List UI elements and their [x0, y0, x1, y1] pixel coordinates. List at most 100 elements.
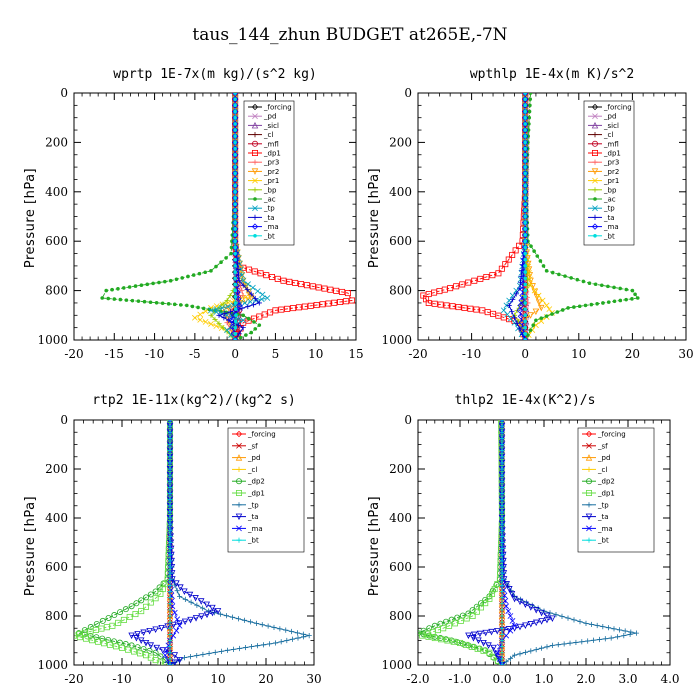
- series-marker-dp1: [465, 279, 472, 286]
- series-marker-ta: [197, 598, 205, 605]
- series-marker-ma: [176, 622, 183, 629]
- series-marker-bt: [523, 140, 527, 145]
- series-marker-dp1: [477, 604, 484, 611]
- legend-label: _forcing: [603, 104, 632, 112]
- series-marker-ma: [231, 151, 239, 158]
- series-marker-bt: [233, 183, 237, 188]
- series-marker-bt: [523, 214, 527, 219]
- series-marker-ta: [187, 616, 194, 624]
- series-marker-ac: [528, 103, 532, 108]
- series-marker-ac: [197, 271, 202, 276]
- series-marker-dp2: [99, 635, 106, 642]
- legend-marker: [592, 132, 598, 138]
- series-marker-ac: [601, 301, 605, 305]
- series-marker-bt: [167, 527, 173, 533]
- legend-label: _pr2: [603, 168, 619, 176]
- series-marker-ma: [507, 627, 514, 634]
- y-tick-label: 800: [45, 284, 68, 298]
- series-marker-dp1: [132, 611, 139, 618]
- x-tick-label: 15: [348, 347, 363, 361]
- legend-marker: [586, 525, 592, 532]
- legend-label: _pr3: [603, 159, 619, 167]
- series-line-ta: [130, 420, 220, 665]
- legend-marker: [592, 214, 598, 220]
- series-marker-ma: [494, 649, 501, 656]
- series-marker-tp: [565, 615, 571, 621]
- legend-marker: [251, 121, 259, 129]
- series-marker-ac: [527, 109, 532, 114]
- series-marker-dp1: [483, 274, 490, 281]
- series-marker-bt: [499, 595, 505, 601]
- y-tick-label: 600: [389, 234, 412, 248]
- series-marker-ta: [176, 620, 183, 627]
- series-marker-bt: [523, 270, 527, 274]
- series-marker-ma: [519, 286, 526, 293]
- series-marker-ta: [485, 642, 492, 649]
- series-marker-ta: [209, 609, 216, 617]
- series-marker-bt: [167, 662, 173, 665]
- series-marker-bt: [523, 239, 527, 243]
- series-marker-bt: [233, 152, 237, 157]
- series-marker-ac: [163, 279, 167, 284]
- legend-label: _ta: [263, 214, 275, 222]
- legend-marker: [236, 502, 242, 508]
- series-marker-ta: [543, 612, 551, 620]
- series-marker-dp1: [447, 285, 454, 292]
- series-marker-pr1: [197, 316, 204, 323]
- series-marker-dp1: [119, 644, 126, 651]
- series-marker-pr3: [237, 283, 244, 289]
- legend-label: _dp1: [247, 490, 265, 498]
- series-marker-tp: [503, 302, 510, 309]
- series-marker-tp: [621, 633, 627, 639]
- series-marker-dp2: [431, 622, 438, 629]
- series-marker-dp1: [325, 300, 332, 307]
- x-tick-label: -10: [462, 347, 481, 361]
- series-marker-ta: [250, 302, 257, 308]
- series-marker-bt: [499, 558, 505, 564]
- series-marker-ta: [192, 615, 200, 622]
- series-marker-tp: [294, 630, 301, 636]
- panel-1-ylabel: Pressure [hPa]: [367, 168, 382, 268]
- series-marker-tp: [284, 637, 290, 644]
- series-marker-bt: [523, 257, 527, 262]
- series-marker-ac: [124, 298, 129, 302]
- series-marker-tp: [229, 614, 235, 620]
- series-marker-ac: [244, 333, 248, 337]
- series-marker-dp2: [448, 616, 455, 623]
- series-marker-ac: [527, 122, 531, 126]
- series-marker-ta: [470, 631, 478, 639]
- series-marker-ma: [516, 307, 524, 314]
- legend-marker: [592, 205, 598, 212]
- series-marker-bt: [233, 307, 238, 311]
- series-marker-ma: [231, 336, 239, 340]
- series-marker-ta: [171, 652, 179, 659]
- series-marker-ta: [509, 308, 515, 315]
- series-marker-bt: [233, 301, 238, 305]
- series-marker-bt: [523, 294, 527, 299]
- series-marker-ta: [214, 608, 222, 615]
- series-marker-ta: [508, 590, 516, 598]
- series-marker-bt: [499, 656, 505, 662]
- series-marker-bt: [523, 177, 527, 182]
- series-marker-dp1: [315, 284, 322, 291]
- series-marker-tp: [602, 636, 608, 642]
- series-marker-ac: [557, 272, 561, 277]
- series-marker-ac: [130, 298, 135, 303]
- series-marker-dp1: [301, 303, 308, 310]
- y-tick-label: 800: [389, 609, 412, 623]
- panel-0: wprtp 1E-7x(m kg)/(s^2 kg) Pressure [hPa…: [23, 67, 364, 361]
- series-marker-ma: [171, 609, 178, 616]
- legend-label: _sf: [247, 442, 258, 450]
- series-marker-ac: [630, 297, 634, 301]
- series-marker-ac: [249, 330, 254, 335]
- series-marker-dp1: [298, 281, 305, 288]
- series-marker-dp1: [446, 622, 453, 629]
- legend-label: _forcing: [263, 104, 292, 112]
- series-marker-tp: [219, 305, 226, 311]
- series-group: [420, 93, 640, 340]
- series-marker-dp1: [438, 636, 445, 643]
- y-tick-label: 1000: [381, 333, 412, 347]
- legend-marker: [593, 234, 597, 238]
- series-marker-ma: [499, 420, 505, 423]
- series-marker-ac: [550, 270, 555, 275]
